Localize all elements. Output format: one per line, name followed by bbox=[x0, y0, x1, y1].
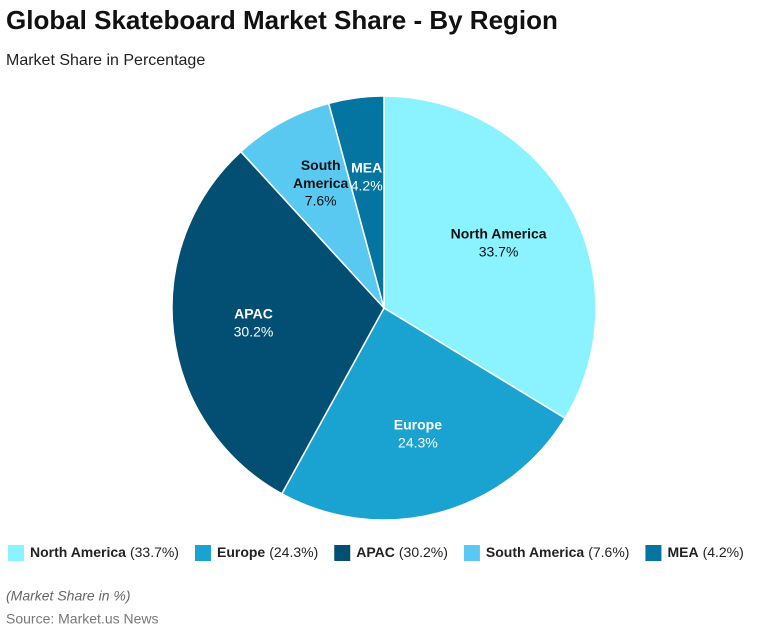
slice-value-label: 33.7% bbox=[479, 243, 519, 259]
pie-slice bbox=[171, 150, 385, 495]
legend-name: North America bbox=[30, 544, 126, 560]
legend-entry: South America (7.6%) bbox=[486, 544, 630, 560]
slice-value-label: 4.2% bbox=[351, 177, 383, 193]
legend-entry: MEA (4.2%) bbox=[667, 544, 743, 560]
note: (Market Share in %) bbox=[6, 588, 130, 604]
legend-value: (24.3%) bbox=[269, 544, 318, 560]
slice-value-label: 7.6% bbox=[305, 193, 337, 209]
legend-name: MEA bbox=[667, 544, 698, 560]
pie: North America 33.7% Europe 24.3% APAC 30.2% So… bbox=[171, 95, 597, 521]
slice-value-label: 24.3% bbox=[398, 435, 438, 451]
legend-value: (4.2%) bbox=[703, 544, 744, 560]
slice-label: North America bbox=[451, 225, 547, 241]
legend-name: APAC bbox=[356, 544, 395, 560]
legend: North America (33.7%) Europe (24.3%) APAC (30… bbox=[8, 544, 744, 561]
pie-slice bbox=[280, 306, 567, 521]
legend-entry: North America (33.7%) bbox=[30, 544, 179, 560]
chart-subtitle: Market Share in Percentage bbox=[6, 52, 205, 69]
source: Source: Market.us News bbox=[6, 611, 159, 627]
slice-label: South America bbox=[293, 157, 348, 191]
legend-value: (7.6%) bbox=[588, 544, 629, 560]
pie-slice bbox=[327, 95, 385, 309]
legend-value: (30.2%) bbox=[399, 544, 448, 560]
slice-label: MEA bbox=[351, 159, 382, 175]
chart-title: Global Skateboard Market Share - By Regi… bbox=[6, 5, 558, 35]
legend-swatch bbox=[194, 545, 211, 561]
slice-value-label: 30.2% bbox=[234, 323, 274, 339]
slice-label: APAC bbox=[234, 305, 273, 321]
legend-entry: APAC (30.2%) bbox=[356, 544, 448, 560]
pie-slice bbox=[383, 95, 597, 420]
legend-swatch bbox=[8, 545, 24, 561]
legend-swatch bbox=[645, 545, 662, 561]
legend-name: South America bbox=[486, 544, 584, 560]
legend-swatch bbox=[463, 545, 480, 561]
legend-name: Europe bbox=[217, 544, 265, 560]
legend-entry: Europe (24.3%) bbox=[217, 544, 318, 560]
pie-slice bbox=[239, 102, 385, 309]
slice-label: Europe bbox=[394, 417, 442, 433]
legend-swatch bbox=[334, 545, 351, 561]
legend-value: (33.7%) bbox=[130, 544, 179, 560]
